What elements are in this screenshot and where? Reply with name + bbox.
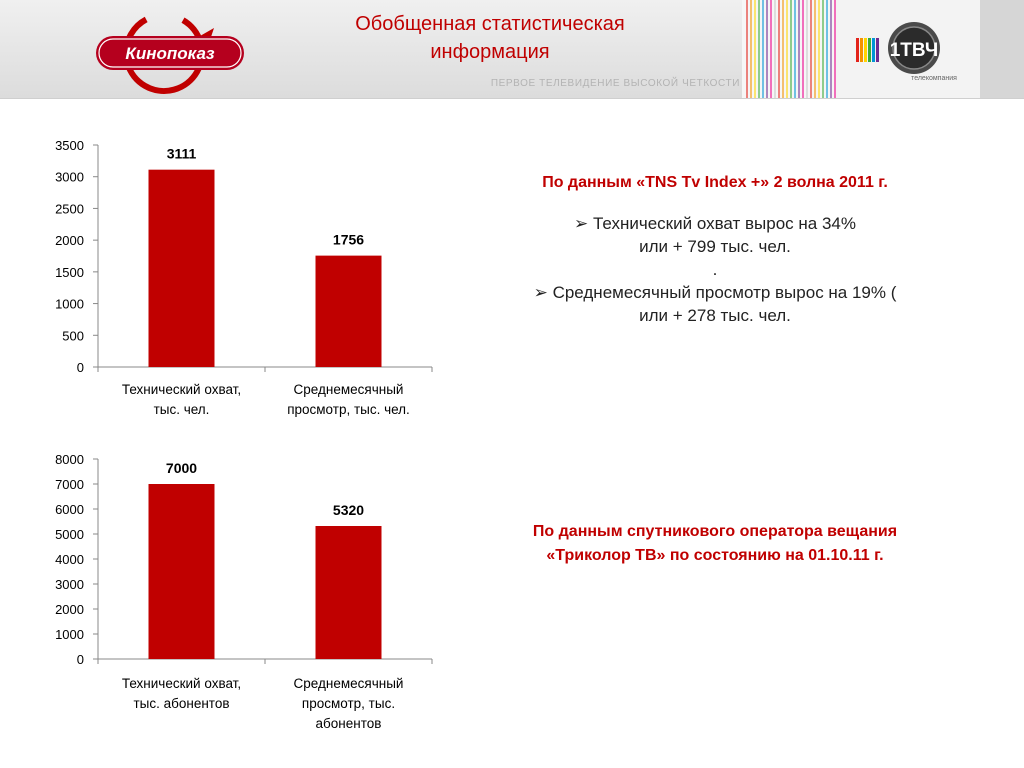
arrow-bullet-icon: ➢: [574, 214, 593, 233]
decor-stripe: [818, 0, 820, 98]
decor-stripe: [774, 0, 776, 98]
decor-stripe: [754, 0, 756, 98]
y-tick-label: 8000: [55, 452, 84, 467]
tvch-logo: 1ТВЧ телекомпания: [856, 22, 957, 82]
y-tick-label: 6000: [55, 502, 84, 517]
data-label: 1756: [333, 232, 364, 248]
tvch-stripes-left: [856, 38, 879, 62]
chart-technical-reach-subscribers: 0 1000 2000 3000 4000 5000 6000 7000 8000 7000 Тех…: [55, 452, 433, 731]
bar: [148, 169, 215, 367]
tns-info-block: По данным «TNS Tv Index +» 2 волна 2011 …: [470, 172, 960, 327]
bullet-monthly-line2: или + 278 тыс. чел.: [639, 306, 791, 325]
y-tick-label: 5000: [55, 527, 84, 542]
y-tick-label: 3000: [55, 170, 84, 185]
bullet-item-monthly: ➢ Среднемесячный просмотр вырос на 19% (: [470, 281, 960, 304]
data-label: 5320: [333, 502, 364, 518]
bullet-item-reach: ➢ Технический охват вырос на 34%: [470, 212, 960, 235]
decor-stripe: [762, 0, 764, 98]
category-label: Технический охват,: [122, 382, 241, 397]
tricolor-line2: «Триколор ТВ» по состоянию на 01.10.11 г…: [546, 547, 884, 564]
data-label: 7000: [166, 460, 197, 476]
y-tick-label: 4000: [55, 552, 84, 567]
decor-stripe: [814, 0, 816, 98]
decor-stripe: [834, 0, 836, 98]
kinopokaz-logo-text: Кинопоказ: [125, 44, 215, 63]
category-label: абонентов: [316, 716, 382, 731]
data-label: 3111: [167, 146, 197, 162]
y-tick-label: 0: [77, 652, 84, 667]
bar: [315, 255, 382, 367]
bullet-dot-line: .: [712, 260, 718, 279]
y-tick-label: 3000: [55, 577, 84, 592]
chart-technical-reach-viewers: 0 500 1000 1500 2000 2500 3000 3500 3111 Техничес…: [55, 138, 433, 417]
bar: [315, 526, 382, 659]
decor-stripe: [746, 0, 748, 98]
category-label: Технический охват,: [122, 676, 241, 691]
tns-heading: По данным «TNS Tv Index +» 2 волна 2011 …: [542, 174, 888, 191]
decor-stripe: [790, 0, 792, 98]
decor-stripe: [806, 0, 808, 98]
y-tick-label: 2500: [55, 201, 84, 216]
tvch-logo-text: 1ТВЧ: [890, 40, 939, 61]
y-tick-label: 2000: [55, 233, 84, 248]
stripe-decoration: [742, 0, 836, 98]
decor-stripe: [794, 0, 796, 98]
decor-stripe: [822, 0, 824, 98]
decor-stripe: [826, 0, 828, 98]
arrow-bullet-icon: ➢: [533, 283, 553, 302]
decor-stripe: [766, 0, 768, 98]
decor-stripe: [802, 0, 804, 98]
y-tick-label: 2000: [55, 602, 84, 617]
y-tick-label: 1000: [55, 297, 84, 312]
decor-stripe: [798, 0, 800, 98]
y-tick-label: 3500: [55, 138, 84, 153]
category-label: тыс. абонентов: [133, 696, 229, 711]
bar: [148, 484, 215, 659]
y-tick-label: 7000: [55, 477, 84, 492]
slide-title: Обобщенная статистическая информация: [290, 10, 690, 66]
kinopokaz-logo: Кинопоказ: [96, 11, 244, 94]
decor-stripe: [782, 0, 784, 98]
decor-stripe: [750, 0, 752, 98]
decor-stripe: [778, 0, 780, 98]
spacer: [470, 194, 960, 212]
decor-stripe: [770, 0, 772, 98]
decor-stripe: [810, 0, 812, 98]
category-label: тыс. чел.: [154, 402, 210, 417]
category-label: просмотр, тыс. чел.: [287, 402, 410, 417]
y-tick-label: 500: [62, 328, 84, 343]
decor-stripe: [758, 0, 760, 98]
tricolor-info-block: По данным спутникового оператора вещания…: [470, 520, 960, 568]
header-far-right-panel: [980, 0, 1024, 98]
bullet-reach-line2: или + 799 тыс. чел.: [639, 237, 791, 256]
slide-title-line1: Обобщенная статистическая: [355, 13, 625, 35]
decor-stripe: [786, 0, 788, 98]
header-divider: [0, 98, 1024, 99]
tvch-logo-subtext: телекомпания: [911, 75, 957, 82]
bullet-reach-line1: Технический охват вырос на 34%: [592, 214, 856, 233]
header-subtitle: ПЕРВОЕ ТЕЛЕВИДЕНИЕ ВЫСОКОЙ ЧЕТКОСТИ: [490, 78, 740, 89]
tricolor-line1: По данным спутникового оператора вещания: [532, 523, 898, 540]
slide-title-line2: информация: [430, 41, 550, 63]
decor-stripe: [830, 0, 832, 98]
bullet-monthly-line1: Среднемесячный просмотр вырос на 19% (: [552, 283, 897, 302]
category-label: просмотр, тыс.: [302, 696, 395, 711]
category-label: Среднемесячный: [294, 676, 404, 691]
y-tick-label: 1500: [55, 265, 84, 280]
y-tick-label: 0: [77, 360, 84, 375]
category-label: Среднемесячный: [294, 382, 404, 397]
y-tick-label: 1000: [55, 627, 84, 642]
